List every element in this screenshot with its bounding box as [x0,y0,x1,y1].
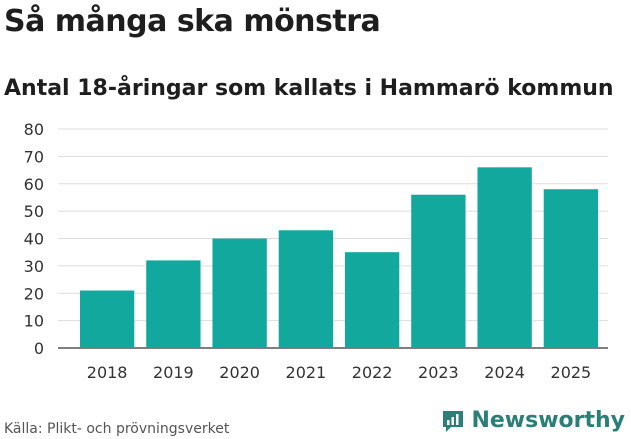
y-tick-label: 80 [24,120,44,139]
y-tick-label: 70 [24,147,44,166]
bar [477,167,532,348]
y-tick-label: 30 [24,257,44,276]
y-tick-label: 10 [24,312,44,331]
x-tick-label: 2021 [286,363,327,382]
brand-name: Newsworthy [471,408,625,433]
y-axis-ticks: 0 10 20 30 40 50 60 70 80 [24,120,44,358]
bar [543,189,599,348]
bar [212,238,267,348]
x-tick-label: 2018 [87,363,128,382]
y-tick-label: 0 [34,339,44,358]
x-tick-label: 2024 [484,363,525,382]
y-tick-label: 60 [24,175,44,194]
bars [79,167,599,348]
chart-subtitle: Antal 18-åringar som kallats i Hammarö k… [4,76,614,101]
chart-title: Så många ska mönstra [4,4,381,39]
x-tick-label: 2020 [219,363,260,382]
bar [411,194,466,348]
source-note: Källa: Plikt- och prövningsverket [4,421,230,437]
newsworthy-logo-icon [443,410,464,432]
x-tick-label: 2019 [153,363,194,382]
bar [278,230,334,348]
y-tick-label: 40 [24,230,44,249]
x-axis-ticks: 2018 2019 2020 2021 2022 2023 2024 2025 [87,363,591,382]
brand: Newsworthy [441,408,625,433]
x-tick-label: 2025 [551,363,592,382]
x-tick-label: 2022 [352,363,393,382]
y-tick-label: 50 [24,202,44,221]
x-tick-label: 2023 [418,363,459,382]
y-tick-label: 20 [24,284,44,303]
bar [344,252,400,348]
bar [79,290,135,348]
bar [146,260,201,348]
